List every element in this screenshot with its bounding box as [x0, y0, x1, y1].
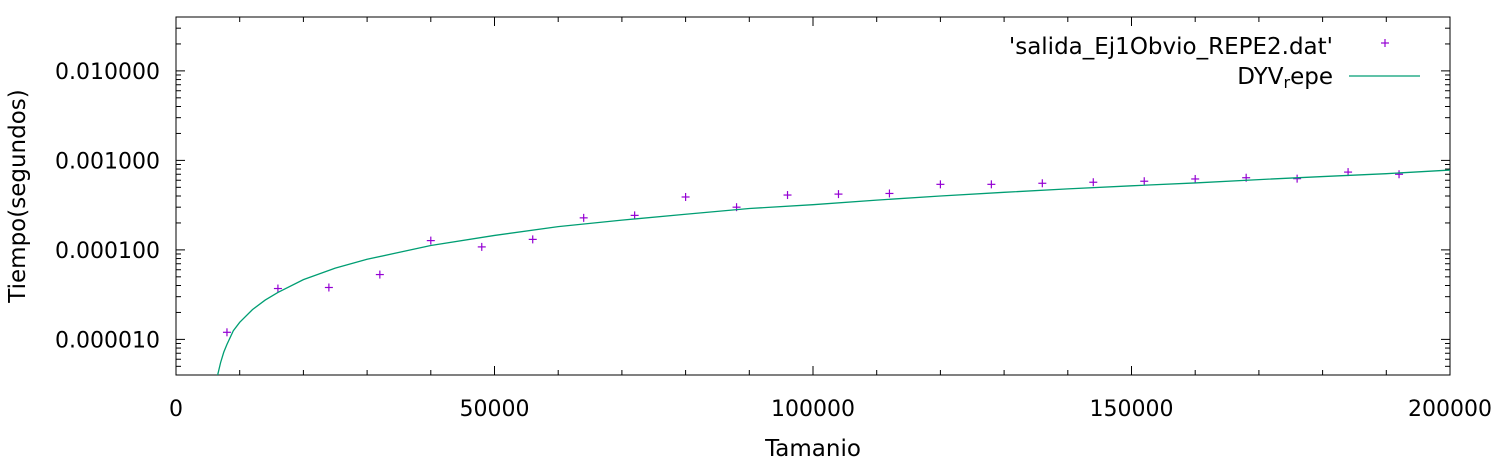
data-point: [834, 190, 843, 199]
data-point: [528, 235, 537, 244]
data-point: [579, 213, 588, 222]
data-point: [1089, 178, 1098, 187]
fit-line: [216, 169, 1450, 375]
x-axis: 0 50000 100000 150000 200000: [169, 17, 1492, 422]
y-axis: 0.000010 0.000100 0.001000 0.010000: [55, 16, 1450, 376]
data-point: [222, 328, 231, 337]
y-axis-label: Tiempo(segundos): [5, 89, 31, 303]
legend-label: DYVrepe: [1237, 64, 1333, 92]
data-point: [681, 192, 690, 201]
data-point: [1293, 174, 1302, 183]
data-point: [477, 242, 486, 251]
data-point: [885, 189, 894, 198]
data-point: [1140, 177, 1149, 186]
y-tick-label: 0.000010: [55, 328, 160, 353]
x-tick-label: 200000: [1408, 397, 1492, 422]
data-point: [1038, 179, 1047, 188]
legend: 'salida_Ej1Obvio_REPE2.dat' DYVrepe: [1009, 34, 1420, 92]
legend-label: 'salida_Ej1Obvio_REPE2.dat': [1009, 34, 1333, 60]
data-point: [426, 236, 435, 245]
data-point: [324, 283, 333, 292]
legend-point-sample: [1381, 39, 1389, 47]
data-point: [783, 191, 792, 200]
data-point: [1395, 170, 1404, 179]
y-tick-label: 0.010000: [55, 60, 160, 85]
x-tick-label: 100000: [771, 397, 855, 422]
data-point: [987, 180, 996, 189]
x-tick-label: 50000: [460, 397, 530, 422]
data-point: [630, 211, 639, 220]
data-point: [375, 270, 384, 279]
x-axis-label: Tamanio: [764, 436, 861, 462]
plot-area: [216, 168, 1450, 375]
x-tick-label: 0: [169, 397, 183, 422]
y-tick-label: 0.000100: [55, 239, 160, 264]
data-point: [273, 284, 282, 293]
data-point: [936, 180, 945, 189]
data-point: [1191, 174, 1200, 183]
x-tick-label: 150000: [1090, 397, 1174, 422]
y-tick-label: 0.001000: [55, 149, 160, 174]
